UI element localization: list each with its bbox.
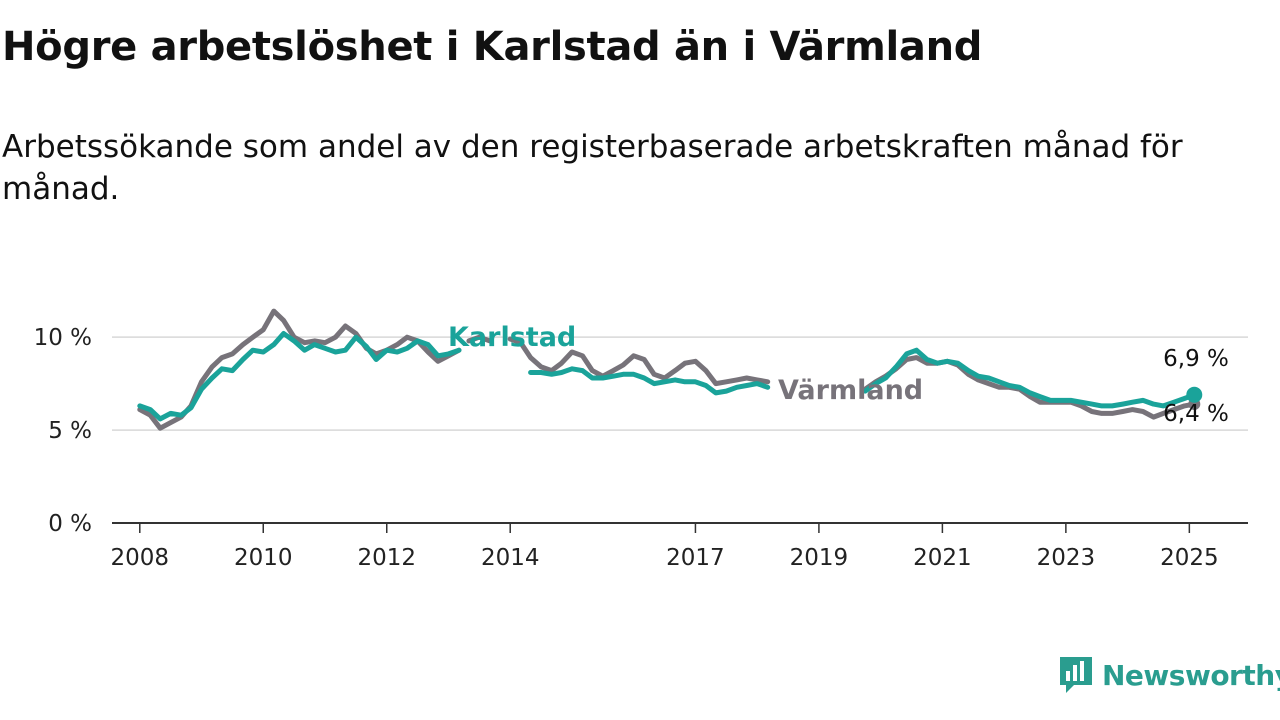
series-lines [137, 308, 1203, 431]
series-line-karlstad [528, 366, 771, 396]
x-axis-ticks: 2008 2010 2012 2014 2017 2019 2021 2023 2025 [111, 523, 1219, 571]
x-tick-label: 2012 [357, 545, 416, 571]
x-tick-label: 2014 [481, 545, 540, 571]
y-axis-ticks: 0 % 5 % 10 % [34, 325, 92, 537]
end-value-label-varmland: 6,4 % [1163, 401, 1229, 427]
chart-title: Högre arbetslöshet i Karlstad än i Värml… [2, 24, 983, 70]
series-line-karlstad [137, 331, 462, 422]
x-tick-label: 2017 [666, 545, 725, 571]
x-tick-label: 2023 [1037, 545, 1096, 571]
line-chart: 0 %5 %10 % 2008 2010 2012 2014 2017 2019 2021 2… [34, 308, 1248, 571]
newsworthy-brand[interactable]: Newsworthy [1058, 654, 1280, 696]
x-tick-label: 2019 [790, 545, 849, 571]
chart-subtitle: Arbetssökande som andel av den registerb… [2, 129, 1183, 207]
newsworthy-logo-icon [1060, 657, 1092, 693]
x-tick-label: 2010 [234, 545, 293, 571]
end-value-label-karlstad: 6,9 % [1163, 346, 1229, 372]
gridlines [112, 336, 1248, 431]
series-label-varmland: Värmland [778, 375, 923, 406]
x-tick-label: 2025 [1160, 545, 1219, 571]
series-line-varmland [507, 336, 771, 387]
y-tick-label: 5 % [48, 418, 92, 444]
series-labels: Karlstad Värmland 6,9 % 6,4 % [448, 322, 1229, 427]
brand-name: Newsworthy [1102, 658, 1280, 692]
series-line-karlstad [862, 347, 1197, 409]
endpoint-marker-karlstad [1186, 386, 1203, 403]
y-tick-label: 0 % [48, 511, 92, 537]
series-line-varmland [466, 334, 493, 344]
x-tick-label: 2008 [111, 545, 170, 571]
series-line-varmland [862, 355, 1197, 420]
series-label-karlstad: Karlstad [448, 322, 576, 353]
x-tick-label: 2021 [913, 545, 972, 571]
y-tick-label: 10 % [34, 325, 92, 351]
